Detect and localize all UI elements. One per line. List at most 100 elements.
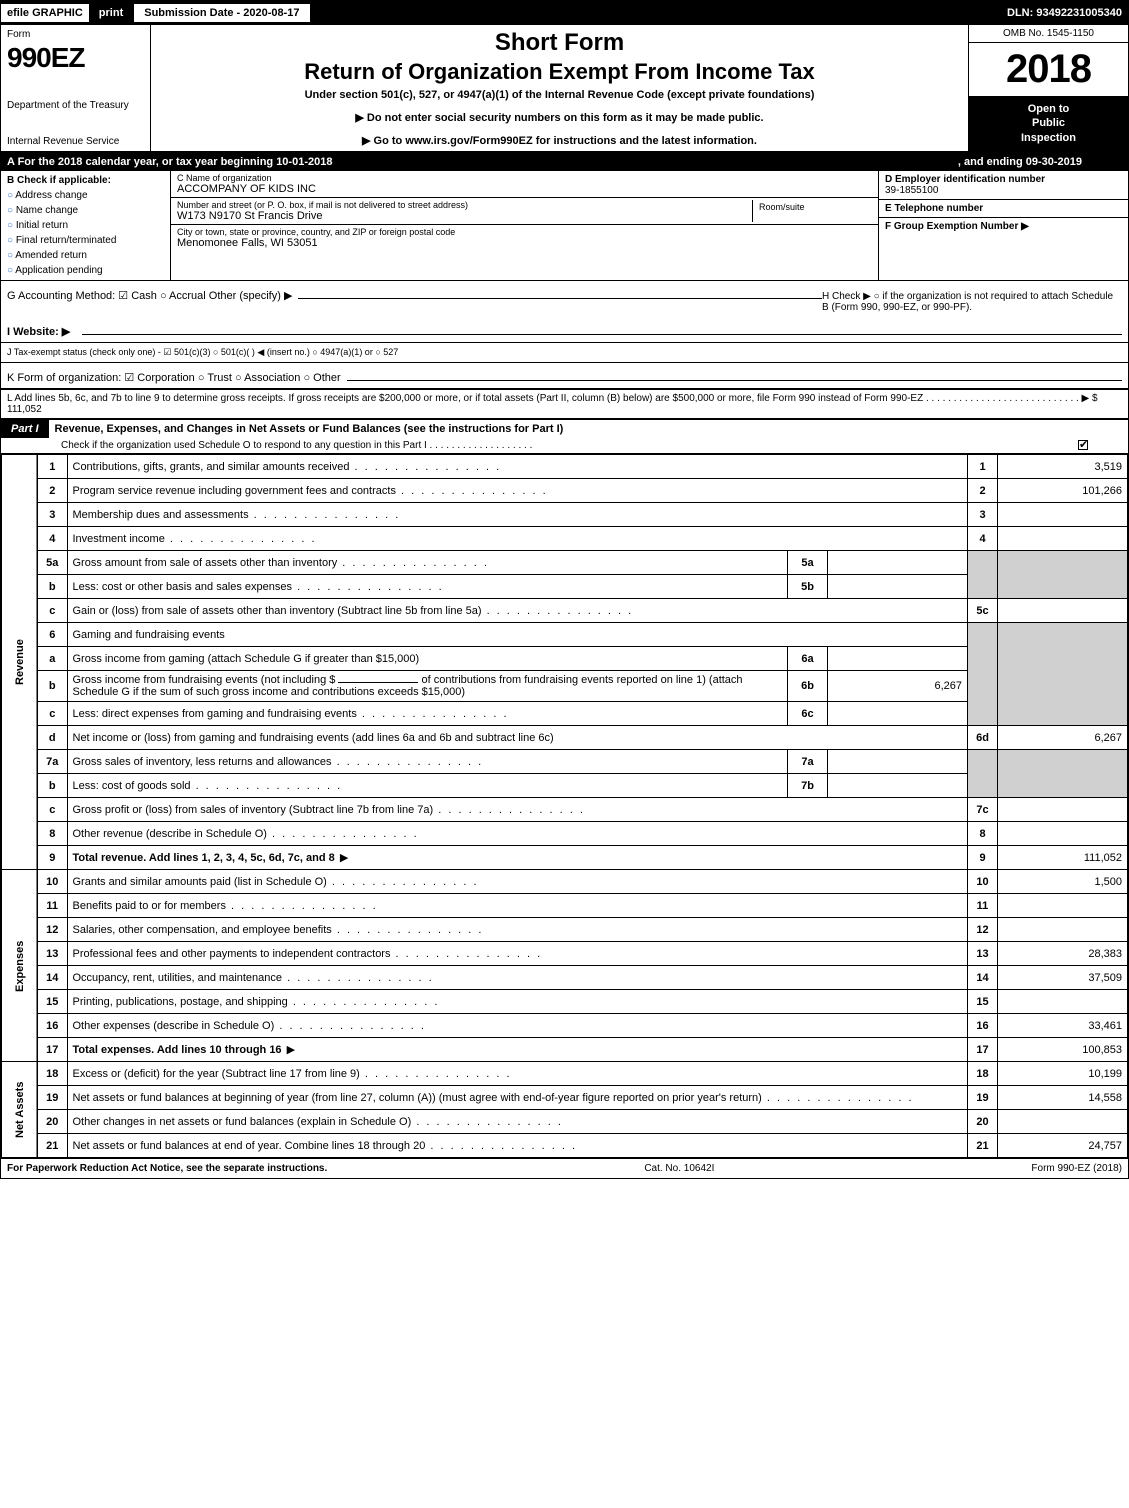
k-form-org-row: K Form of organization: ☑ Corporation ○ … <box>1 362 1128 388</box>
line-3: 3 Membership dues and assessments 3 <box>2 503 1128 527</box>
line-1: Revenue 1 Contributions, gifts, grants, … <box>2 455 1128 479</box>
line-3-desc: Membership dues and assessments <box>67 503 968 527</box>
footer-form-ref: Form 990-EZ (2018) <box>1031 1163 1122 1174</box>
b-opt-application-pending[interactable]: Application pending <box>7 265 164 276</box>
print-label[interactable]: print <box>89 7 133 19</box>
g-h-row: G Accounting Method: ☑ Cash ○ Accrual Ot… <box>1 281 1128 317</box>
line-14-amt: 37,509 <box>998 966 1128 990</box>
line-5a-inlab: 5a <box>788 551 828 575</box>
line-11: 11 Benefits paid to or for members 11 <box>2 894 1128 918</box>
line-9-amt: 111,052 <box>998 846 1128 870</box>
e-phone-cell: E Telephone number <box>879 200 1128 218</box>
c-city-value: Menomonee Falls, WI 53051 <box>177 237 872 249</box>
line-5c-num: c <box>37 599 67 623</box>
line-20-amt <box>998 1110 1128 1134</box>
line-15-amt <box>998 990 1128 1014</box>
line-7c-num: c <box>37 798 67 822</box>
l-text: L Add lines 5b, 6c, and 7b to line 9 to … <box>7 393 1122 415</box>
identity-block: B Check if applicable: Address change Na… <box>1 171 1128 281</box>
part-1-sub-text: Check if the organization used Schedule … <box>61 440 532 451</box>
line-5ab-greyamt <box>998 551 1128 599</box>
b-opt-initial-return[interactable]: Initial return <box>7 220 164 231</box>
line-2-amt: 101,266 <box>998 479 1128 503</box>
line-16: 16 Other expenses (describe in Schedule … <box>2 1014 1128 1038</box>
part-1-sub: Check if the organization used Schedule … <box>1 438 1128 454</box>
line-6b-blank[interactable] <box>338 682 418 683</box>
line-10-rnum: 10 <box>968 870 998 894</box>
c-org-column: C Name of organization ACCOMPANY OF KIDS… <box>171 171 878 280</box>
line-3-rnum: 3 <box>968 503 998 527</box>
return-title: Return of Organization Exempt From Incom… <box>157 59 962 85</box>
line-17-amt: 100,853 <box>998 1038 1128 1062</box>
b-opt-final-return[interactable]: Final return/terminated <box>7 235 164 246</box>
goto-link[interactable]: ▶ Go to www.irs.gov/Form990EZ for instru… <box>157 134 962 147</box>
line-6c: c Less: direct expenses from gaming and … <box>2 702 1128 726</box>
part-1-title: Revenue, Expenses, and Changes in Net As… <box>49 420 1128 438</box>
b-check-column: B Check if applicable: Address change Na… <box>1 171 171 280</box>
j-tax-exempt-row: J Tax-exempt status (check only one) - ☑… <box>1 342 1128 362</box>
b-opt-name-change[interactable]: Name change <box>7 205 164 216</box>
d-e-f-column: D Employer identification number 39-1855… <box>878 171 1128 280</box>
line-12: 12 Salaries, other compensation, and emp… <box>2 918 1128 942</box>
line-5b-inval <box>828 575 968 599</box>
line-5c-amt <box>998 599 1128 623</box>
line-9-num: 9 <box>37 846 67 870</box>
line-21-rnum: 21 <box>968 1134 998 1158</box>
efile-label: efile GRAPHIC <box>1 4 89 22</box>
open-line-3: Inspection <box>1021 132 1076 144</box>
tax-year: 2018 <box>969 43 1128 96</box>
line-6a: a Gross income from gaming (attach Sched… <box>2 647 1128 671</box>
open-line-1: Open to <box>1028 103 1070 115</box>
line-6-num: 6 <box>37 623 67 647</box>
part-1-label: Part I <box>1 420 49 438</box>
line-8-desc: Other revenue (describe in Schedule O) <box>67 822 968 846</box>
l-gross-receipts-row: L Add lines 5b, 6c, and 7b to line 9 to … <box>1 389 1128 420</box>
line-15: 15 Printing, publications, postage, and … <box>2 990 1128 1014</box>
line-6b-inval: 6,267 <box>828 671 968 702</box>
c-city-cell: City or town, state or province, country… <box>171 225 878 251</box>
line-7b: b Less: cost of goods sold 7b <box>2 774 1128 798</box>
line-9-rnum: 9 <box>968 846 998 870</box>
line-1-desc: Contributions, gifts, grants, and simila… <box>67 455 968 479</box>
line-5b-num: b <box>37 575 67 599</box>
line-18: Net Assets 18 Excess or (deficit) for th… <box>2 1062 1128 1086</box>
line-6d-rnum: 6d <box>968 726 998 750</box>
line-12-rnum: 12 <box>968 918 998 942</box>
line-9: 9 Total revenue. Add lines 1, 2, 3, 4, 5… <box>2 846 1128 870</box>
b-header: B Check if applicable: <box>7 175 164 186</box>
line-18-num: 18 <box>37 1062 67 1086</box>
line-7b-desc: Less: cost of goods sold <box>67 774 788 798</box>
line-11-amt <box>998 894 1128 918</box>
line-15-desc: Printing, publications, postage, and shi… <box>67 990 968 1014</box>
a-ending: , and ending 09-30-2019 <box>958 156 1082 168</box>
c-city-label: City or town, state or province, country… <box>177 227 872 237</box>
g-other-underline[interactable] <box>298 285 822 299</box>
b-opt-address-change[interactable]: Address change <box>7 190 164 201</box>
line-3-amt <box>998 503 1128 527</box>
e-phone-label: E Telephone number <box>885 203 1122 214</box>
line-8-rnum: 8 <box>968 822 998 846</box>
line-13-desc: Professional fees and other payments to … <box>67 942 968 966</box>
h-schedule-b: H Check ▶ ○ if the organization is not r… <box>822 291 1122 313</box>
line-8-amt <box>998 822 1128 846</box>
i-website-underline[interactable] <box>82 321 1122 335</box>
line-7a-inlab: 7a <box>788 750 828 774</box>
line-7b-num: b <box>37 774 67 798</box>
k-other-underline[interactable] <box>347 367 1122 381</box>
line-5b: b Less: cost or other basis and sales ex… <box>2 575 1128 599</box>
form-word: Form <box>7 29 144 40</box>
line-6b: b Gross income from fundraising events (… <box>2 671 1128 702</box>
line-7c-desc: Gross profit or (loss) from sales of inv… <box>67 798 968 822</box>
line-6: 6 Gaming and fundraising events <box>2 623 1128 647</box>
part-1-checkbox[interactable] <box>1078 440 1088 451</box>
line-6d-desc: Net income or (loss) from gaming and fun… <box>67 726 968 750</box>
b-opt-amended-return[interactable]: Amended return <box>7 250 164 261</box>
line-6b-desc: Gross income from fundraising events (no… <box>67 671 788 702</box>
line-6d-amt: 6,267 <box>998 726 1128 750</box>
line-14-desc: Occupancy, rent, utilities, and maintena… <box>67 966 968 990</box>
header-left: Form 990EZ Department of the Treasury In… <box>1 25 151 151</box>
ghijk-block: G Accounting Method: ☑ Cash ○ Accrual Ot… <box>1 281 1128 389</box>
dept-irs: Internal Revenue Service <box>7 136 144 147</box>
line-6b-desc-1: Gross income from fundraising events (no… <box>73 674 336 686</box>
top-bar: efile GRAPHIC print Submission Date - 20… <box>1 1 1128 25</box>
